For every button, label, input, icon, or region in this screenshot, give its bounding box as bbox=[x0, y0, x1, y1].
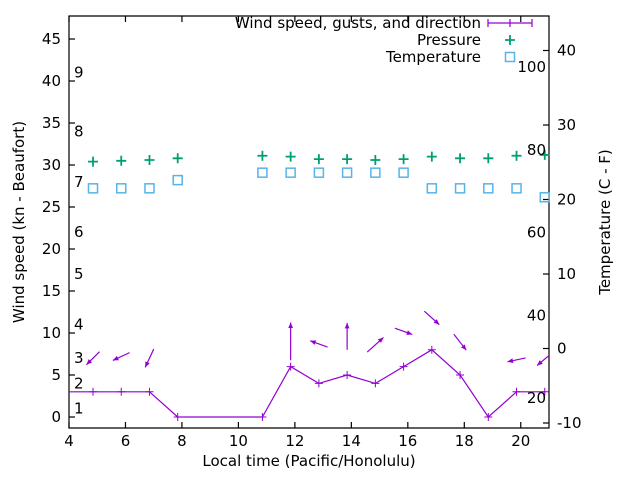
svg-text:30: 30 bbox=[42, 156, 61, 174]
svg-text:0: 0 bbox=[51, 408, 61, 426]
fahrenheit-scale-labels: 100 80 60 40 20 bbox=[517, 58, 546, 407]
svg-text:20: 20 bbox=[511, 432, 530, 450]
svg-text:20: 20 bbox=[42, 240, 61, 258]
svg-text:14: 14 bbox=[342, 432, 361, 450]
legend-label-pressure: Pressure bbox=[417, 31, 481, 49]
svg-text:-10: -10 bbox=[557, 414, 582, 432]
svg-text:40: 40 bbox=[42, 72, 61, 90]
svg-text:20: 20 bbox=[557, 191, 576, 209]
right-axis-tick-labels: -10 0 10 20 30 40 bbox=[557, 41, 582, 432]
svg-text:2: 2 bbox=[74, 374, 84, 392]
svg-text:8: 8 bbox=[177, 432, 187, 450]
svg-text:12: 12 bbox=[285, 432, 304, 450]
left-axis-title: Wind speed (kn - Beaufort) bbox=[10, 121, 28, 323]
svg-text:5: 5 bbox=[74, 265, 84, 283]
svg-text:20: 20 bbox=[527, 389, 546, 407]
svg-text:100: 100 bbox=[517, 58, 546, 76]
svg-text:4: 4 bbox=[74, 316, 84, 334]
svg-text:6: 6 bbox=[121, 432, 131, 450]
legend-label-wind: Wind speed, gusts, and direction bbox=[235, 14, 481, 32]
svg-text:0: 0 bbox=[557, 340, 567, 358]
legend-samples bbox=[487, 19, 533, 63]
left-axis-tick-labels: 0 5 10 15 20 25 30 35 40 45 bbox=[42, 30, 61, 426]
svg-text:4: 4 bbox=[64, 432, 74, 450]
svg-text:8: 8 bbox=[74, 122, 84, 140]
svg-text:10: 10 bbox=[229, 432, 248, 450]
svg-text:5: 5 bbox=[51, 366, 61, 384]
svg-text:6: 6 bbox=[74, 223, 84, 241]
svg-text:3: 3 bbox=[74, 349, 84, 367]
chart-generated-content: 4 6 8 10 12 14 16 18 20051015202530354045-100102… bbox=[42, 15, 582, 450]
svg-text:18: 18 bbox=[455, 432, 474, 450]
x-axis-title: Local time (Pacific/Honolulu) bbox=[202, 452, 415, 470]
beaufort-scale-labels: 1 2 3 4 5 6 7 8 9 bbox=[74, 64, 84, 418]
right-axis-title: Temperature (C - F) bbox=[596, 149, 614, 296]
svg-text:9: 9 bbox=[74, 64, 84, 82]
svg-text:7: 7 bbox=[74, 173, 84, 191]
svg-text:35: 35 bbox=[42, 114, 61, 132]
svg-text:16: 16 bbox=[398, 432, 417, 450]
svg-text:25: 25 bbox=[42, 198, 61, 216]
svg-text:15: 15 bbox=[42, 282, 61, 300]
wind-series bbox=[69, 345, 549, 421]
svg-text:10: 10 bbox=[557, 265, 576, 283]
temperature-series bbox=[87, 167, 551, 203]
svg-text:1: 1 bbox=[74, 400, 84, 418]
svg-text:60: 60 bbox=[527, 224, 546, 242]
svg-text:80: 80 bbox=[527, 141, 546, 159]
legend-label-temperature: Temperature bbox=[385, 48, 481, 66]
svg-text:10: 10 bbox=[42, 324, 61, 342]
axes bbox=[68, 15, 550, 429]
x-axis-tick-labels: 4 6 8 10 12 14 16 18 20 bbox=[64, 432, 530, 450]
pressure-series bbox=[88, 149, 550, 167]
svg-text:40: 40 bbox=[527, 306, 546, 324]
svg-text:40: 40 bbox=[557, 41, 576, 59]
wind-direction-arrows bbox=[86, 310, 549, 368]
svg-text:30: 30 bbox=[557, 116, 576, 134]
svg-text:45: 45 bbox=[42, 30, 61, 48]
